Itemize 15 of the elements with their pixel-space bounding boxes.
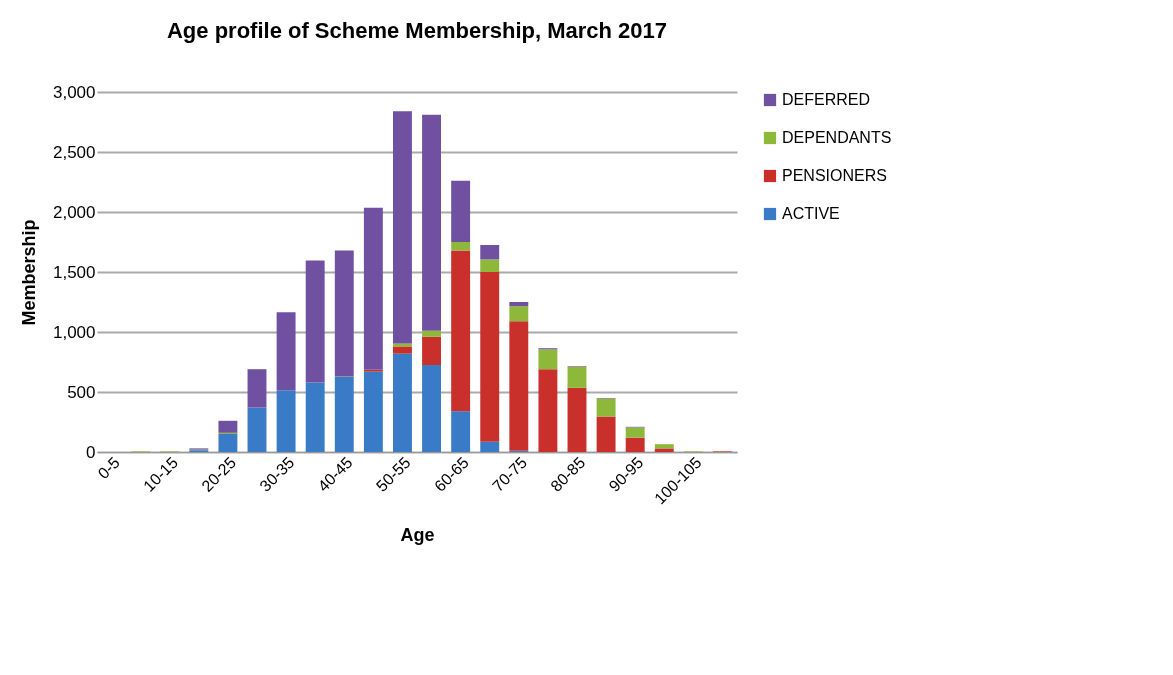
x-axis-title: Age xyxy=(400,525,435,546)
y-tick-label: 2,000 xyxy=(52,202,96,222)
y-tick-label: 1,000 xyxy=(52,322,96,342)
legend-label: DEPENDANTS xyxy=(782,129,892,146)
y-tick-label: 0 xyxy=(86,442,96,462)
y-tick-label: 500 xyxy=(67,382,96,402)
y-tick-label: 2,500 xyxy=(52,142,96,162)
chart-title: Age profile of Scheme Membership, March 2017 xyxy=(166,18,668,43)
y-axis-title: Membership xyxy=(18,219,39,326)
x-tick-label: 0-5 xyxy=(94,453,123,483)
legend-label: DEFERRED xyxy=(782,91,871,108)
legend-label: ACTIVE xyxy=(782,205,840,222)
legend-label: PENSIONERS xyxy=(782,167,887,184)
y-tick-label: 1,500 xyxy=(52,262,96,282)
y-tick-label: 3,000 xyxy=(52,82,96,102)
